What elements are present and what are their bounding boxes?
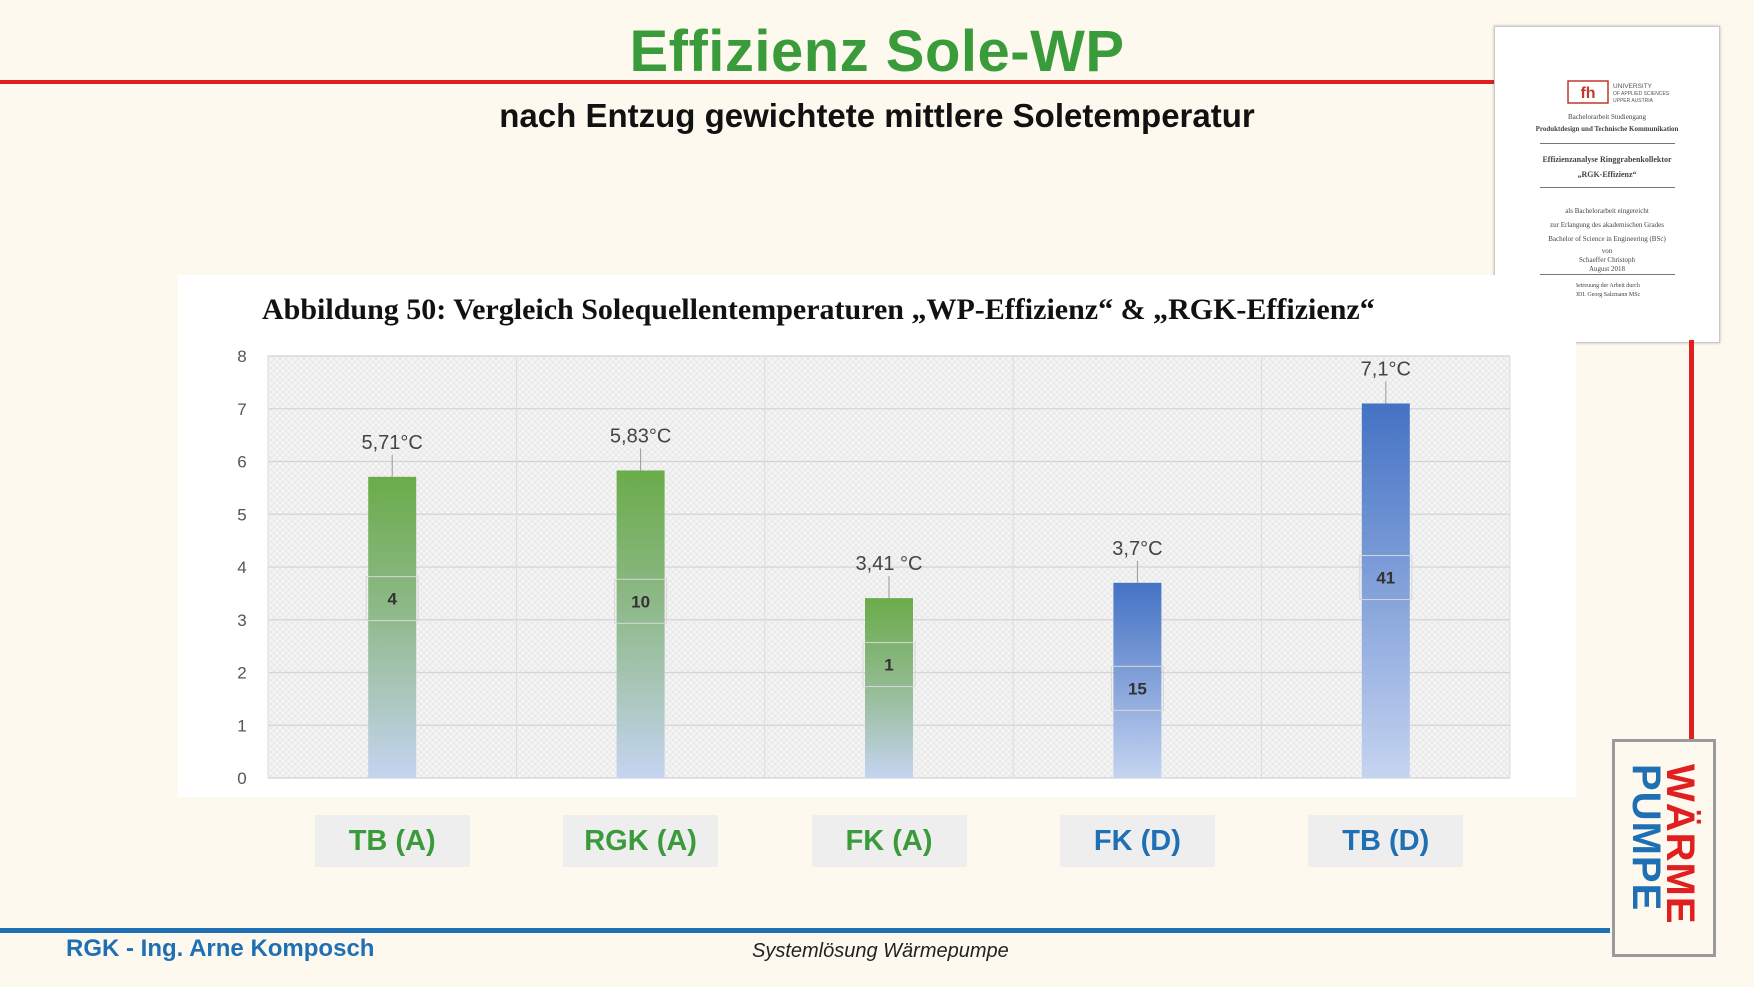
y-tick-label: 2 [237,664,246,683]
thumb-rule [1540,187,1675,188]
count-label: 41 [1376,569,1395,588]
y-tick-label: 7 [237,400,246,419]
bar [1361,403,1410,778]
waermepumpe-logo-icon: WÄRME PUMPE [1624,764,1702,925]
svg-text:UNIVERSITY: UNIVERSITY [1613,83,1653,90]
thumb-rule [1540,143,1675,144]
waermepumpe-logo: WÄRME PUMPE [1612,739,1716,957]
thumb-line: Effizienzanalyse Ringgrabenkollektor [1542,155,1672,164]
footer-subtitle: Systemlösung Wärmepumpe [752,940,1009,962]
svg-text:UPPER AUSTRIA: UPPER AUSTRIA [1613,98,1654,104]
count-label-box [614,578,668,624]
slide-title: Effizienz Sole-WP [629,19,1125,84]
count-label: 4 [387,590,397,609]
thumb-line: Bachelorarbeit Studiengang [1568,113,1646,121]
y-tick-label: 0 [237,769,246,788]
thumb-line: August 2018 [1589,265,1625,273]
thumb-line: als Bachelorarbeit eingereicht [1565,207,1649,215]
y-tick-label: 4 [237,558,246,577]
chart-panel: Abbildung 50: Vergleich Solequellentempe… [178,275,1576,797]
bar [368,476,417,778]
count-label: 10 [631,592,650,611]
y-tick-label: 6 [237,453,246,472]
thumb-rule [1540,274,1675,275]
category-label: TB (D) [1308,815,1464,867]
right-red-divider [1689,340,1694,740]
category-label: FK (D) [1059,815,1215,867]
logo-word-waerme: WÄRME [1658,764,1702,925]
bar-value-label: 3,7°C [1112,538,1162,560]
chart-title: Abbildung 50: Vergleich Solequellentempe… [262,293,1375,326]
category-label: RGK (A) [563,815,719,867]
slide-subtitle: nach Entzug gewichtete mittlere Soletemp… [499,97,1255,134]
bar-value-label: 5,71°C [362,432,423,454]
thumb-line: „RGK-Effizienz“ [1577,170,1637,179]
svg-text:OF APPLIED SCIENCES: OF APPLIED SCIENCES [1613,91,1670,97]
thumb-line: Bachelor of Science in Engineering (BSc) [1548,235,1666,243]
count-label-box [862,642,916,688]
bottom-blue-divider [0,928,1610,933]
thumb-line: zur Erlangung des akademischen Grades [1550,221,1664,229]
svg-text:fh: fh [1580,85,1595,102]
category-label: FK (A) [811,815,967,867]
count-label-box [1110,665,1164,711]
top-red-divider [0,80,1494,84]
count-label-box [365,576,419,622]
y-tick-label: 8 [237,347,246,366]
bar [616,470,665,778]
bar-value-label: 3,41 °C [856,553,923,575]
bar [865,598,913,778]
thumb-line: Produktdesign und Technische Kommunikati… [1535,125,1679,133]
count-label-box [1359,555,1413,601]
thumb-line: DDI. Georg Salzmann MSc [1573,292,1641,298]
fh-logo-icon: fh UNIVERSITY OF APPLIED SCIENCES UPPER … [1567,80,1670,104]
count-label: 1 [884,656,893,675]
logo-word-pumpe: PUMPE [1624,764,1668,911]
bar-chart: Abbildung 50: Vergleich Solequellentempe… [237,293,1511,788]
y-tick-label: 3 [237,611,246,630]
y-tick-label: 1 [237,716,246,735]
footer-author: RGK - Ing. Arne Komposch [66,935,375,962]
count-label: 15 [1128,679,1147,698]
y-tick-label: 5 [237,505,246,524]
bar [1113,582,1162,778]
thumb-line: Betreuung der Arbeit durch [1574,283,1640,289]
thumb-line: Schaeffer Christoph [1578,256,1636,264]
category-label: TB (A) [314,815,470,867]
bar-value-label: 5,83°C [610,425,671,447]
thumb-line: von [1601,247,1613,255]
bar-value-label: 7,1°C [1361,358,1411,380]
